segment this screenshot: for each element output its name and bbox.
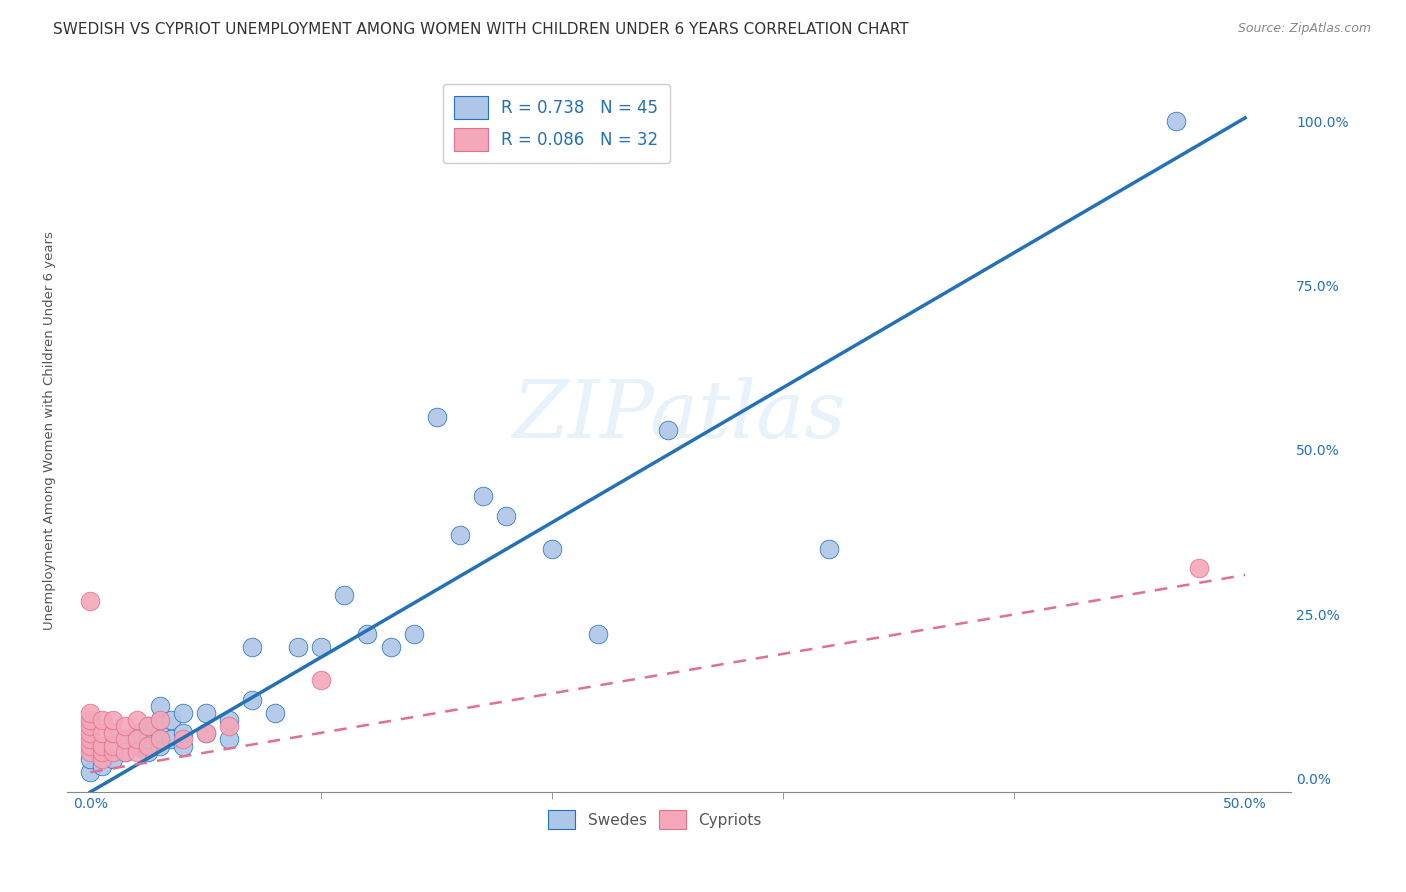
Point bbox=[136, 746, 159, 760]
Point bbox=[449, 528, 471, 542]
Point bbox=[218, 713, 240, 727]
Point bbox=[380, 640, 402, 655]
Point bbox=[125, 725, 148, 739]
Text: SWEDISH VS CYPRIOT UNEMPLOYMENT AMONG WOMEN WITH CHILDREN UNDER 6 YEARS CORRELAT: SWEDISH VS CYPRIOT UNEMPLOYMENT AMONG WO… bbox=[53, 22, 910, 37]
Point bbox=[472, 489, 495, 503]
Point bbox=[172, 739, 194, 753]
Point bbox=[79, 594, 101, 608]
Point bbox=[240, 640, 263, 655]
Text: Source: ZipAtlas.com: Source: ZipAtlas.com bbox=[1237, 22, 1371, 36]
Point bbox=[114, 732, 136, 747]
Point bbox=[90, 713, 112, 727]
Point bbox=[90, 746, 112, 760]
Point bbox=[311, 673, 333, 688]
Point bbox=[90, 752, 112, 766]
Point bbox=[103, 725, 125, 739]
Point bbox=[79, 746, 101, 760]
Point bbox=[218, 719, 240, 733]
Point bbox=[1164, 114, 1187, 128]
Point bbox=[194, 725, 217, 739]
Point bbox=[90, 746, 112, 760]
Point bbox=[218, 732, 240, 747]
Text: ZIPatlas: ZIPatlas bbox=[513, 377, 846, 455]
Point bbox=[79, 713, 101, 727]
Point bbox=[103, 752, 125, 766]
Point bbox=[1188, 561, 1211, 575]
Point bbox=[125, 746, 148, 760]
Point bbox=[240, 693, 263, 707]
Point bbox=[333, 588, 356, 602]
Point bbox=[125, 732, 148, 747]
Point bbox=[79, 732, 101, 747]
Point bbox=[172, 732, 194, 747]
Point bbox=[125, 713, 148, 727]
Point bbox=[125, 739, 148, 753]
Point bbox=[160, 732, 183, 747]
Point bbox=[114, 746, 136, 760]
Point bbox=[136, 719, 159, 733]
Y-axis label: Unemployment Among Women with Children Under 6 years: Unemployment Among Women with Children U… bbox=[44, 231, 56, 630]
Point bbox=[79, 719, 101, 733]
Point bbox=[90, 739, 112, 753]
Point bbox=[172, 706, 194, 720]
Point bbox=[103, 739, 125, 753]
Point bbox=[136, 719, 159, 733]
Point bbox=[287, 640, 309, 655]
Point bbox=[541, 541, 564, 556]
Point bbox=[90, 758, 112, 772]
Point bbox=[149, 732, 172, 747]
Point bbox=[136, 732, 159, 747]
Point bbox=[311, 640, 333, 655]
Point bbox=[495, 508, 517, 523]
Point bbox=[194, 706, 217, 720]
Point bbox=[426, 410, 449, 425]
Point bbox=[136, 739, 159, 753]
Point bbox=[149, 713, 172, 727]
Point bbox=[194, 725, 217, 739]
Point bbox=[79, 739, 101, 753]
Point bbox=[103, 739, 125, 753]
Point bbox=[588, 627, 610, 641]
Point bbox=[103, 713, 125, 727]
Point bbox=[79, 706, 101, 720]
Point bbox=[402, 627, 425, 641]
Point bbox=[79, 725, 101, 739]
Point bbox=[90, 725, 112, 739]
Point bbox=[79, 765, 101, 780]
Point bbox=[79, 752, 101, 766]
Point bbox=[657, 423, 679, 437]
Point bbox=[356, 627, 378, 641]
Point bbox=[160, 713, 183, 727]
Point bbox=[149, 739, 172, 753]
Point bbox=[149, 699, 172, 714]
Point bbox=[103, 746, 125, 760]
Point bbox=[264, 706, 287, 720]
Point bbox=[103, 725, 125, 739]
Point bbox=[818, 541, 841, 556]
Point bbox=[149, 725, 172, 739]
Point bbox=[172, 725, 194, 739]
Legend: Swedes, Cypriots: Swedes, Cypriots bbox=[541, 804, 768, 835]
Point bbox=[149, 713, 172, 727]
Point bbox=[114, 732, 136, 747]
Point bbox=[114, 746, 136, 760]
Point bbox=[114, 719, 136, 733]
